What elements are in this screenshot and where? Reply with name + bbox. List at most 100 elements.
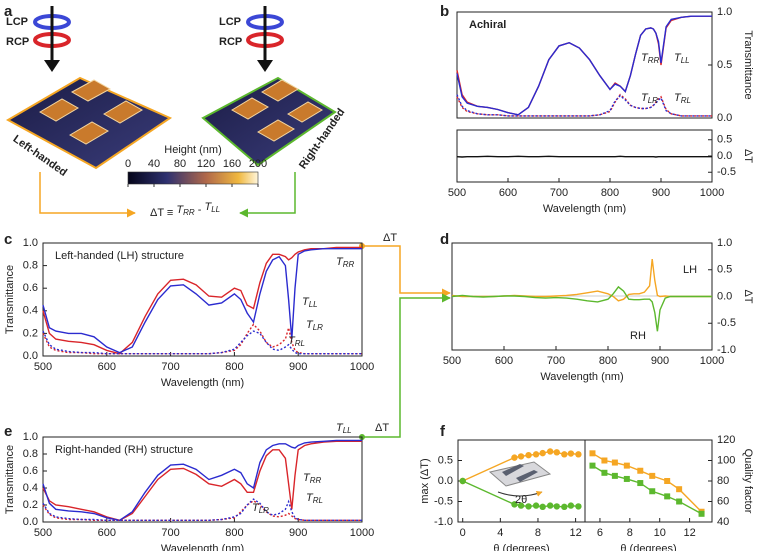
marker [637,467,644,474]
panel-label: a [4,3,13,20]
x-axis-label: Wavelength (nm) [543,203,626,215]
y-tick-label: 0.5 [717,134,732,146]
marker [698,510,705,517]
y-axis-label: Quality factor [742,449,754,514]
series-line [456,15,712,116]
annotation-text: T [306,319,314,331]
x-tick-label: 500 [448,187,466,199]
connector-label: ΔT [375,422,389,434]
series-line [592,465,702,515]
series-line [42,330,362,355]
marker [611,459,618,466]
marker [511,454,518,461]
annotation-text: T [674,92,682,104]
annotation-text: T [288,335,296,347]
colorbar-tick-label: 40 [148,158,160,170]
annotation: TLL [302,296,318,309]
x-tick-label: 12 [683,527,695,539]
y-tick-label: -1.0 [434,516,453,528]
annotation: RH [630,330,646,342]
y-tick-label: -0.5 [717,166,736,178]
y-tick-label: 0.4 [23,305,38,317]
y-tick-label: 0.2 [23,499,38,511]
annotation-sub: LR [648,96,658,105]
y-tick-label: 80 [717,475,729,487]
x-tick-label: 700 [547,355,565,367]
x-tick-label: 600 [98,361,116,373]
marker [539,449,546,457]
series-line [42,246,362,355]
series-line [42,499,362,521]
y-tick-label: 100 [717,454,735,466]
marker [511,501,518,508]
y-axis-label: ΔT [742,289,754,303]
x-axis-label: Wavelength (nm) [540,371,623,383]
annotation: TRL [288,335,305,348]
marker [637,480,644,487]
y-tick-label: 0.0 [717,150,732,162]
marker [676,498,683,505]
marker [553,449,560,456]
panel-label: c [4,231,12,248]
marker [561,503,568,511]
panel-label: d [440,231,449,248]
annotation-text: T [303,472,311,484]
y-tick-label: 0.2 [23,327,38,339]
equation-part: ΔT ≡ [150,207,176,219]
equation-part: - [195,204,205,216]
equation: ΔT ≡ TRR - TLL [150,201,220,219]
series-line [42,248,362,354]
annotation-sub: RL [313,496,323,505]
marker [532,451,540,458]
x-tick-label: 800 [225,361,243,373]
x-tick-label: 8 [627,527,633,539]
equation-part: T [176,204,184,216]
x-tick-label: 12 [569,527,581,539]
annotation-text: T [336,256,344,268]
chart-title: Right-handed (RH) structure [55,444,193,456]
y-axis-label: Transmittance [4,445,16,514]
x-axis-label: θ (degrees) [493,543,549,551]
x-tick-label: 500 [34,527,52,539]
annotation-text: 2θ [515,494,527,506]
marker [517,453,525,460]
y-tick-label: 0.8 [23,448,38,460]
annotation-sub: RR [310,476,322,485]
annotation-text: LH [683,264,697,276]
icon-label: RCP [6,36,29,48]
x-tick-label: 700 [161,527,179,539]
panel-label: f [440,423,446,440]
series-line [456,94,712,117]
icon-label: RCP [219,36,242,48]
marker [517,502,525,509]
x-tick-label: 500 [443,355,461,367]
marker [546,502,554,509]
marker [623,462,630,469]
annotation: TRL [674,92,691,105]
annotation-text: RH [630,330,646,342]
marker [649,488,656,495]
annotation: TRR [336,256,355,269]
x-tick-label: 4 [497,527,503,539]
annotation-text: T [674,52,682,64]
annotation-text: T [641,52,649,64]
x-tick-label: 6 [597,527,603,539]
annotation-sub: LL [681,56,690,65]
annotation: TRR [303,472,322,485]
y-tick-label: 0.4 [23,482,38,494]
marker [623,475,630,482]
annotation-sub: RL [681,96,691,105]
marker [567,450,575,457]
y-tick-label: -0.5 [434,495,453,507]
x-tick-label: 700 [161,361,179,373]
y-axis-label: Transmittance [4,265,16,334]
marker [589,450,596,457]
connector-label: ΔT [383,232,397,244]
annotation-text: T [302,296,310,308]
annotation-sub: RL [295,339,305,348]
y-tick-label: 120 [717,434,735,446]
series-line [451,285,712,332]
panel-a-art [5,6,712,522]
marker [589,462,596,469]
